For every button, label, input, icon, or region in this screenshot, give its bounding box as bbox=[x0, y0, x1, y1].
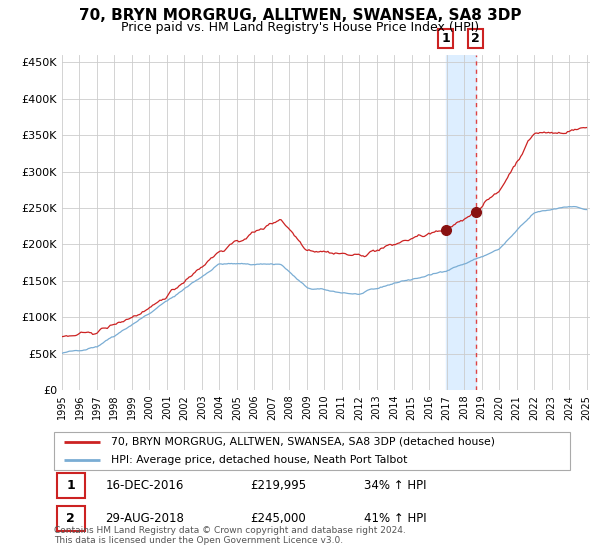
Text: 1: 1 bbox=[442, 32, 451, 45]
FancyBboxPatch shape bbox=[54, 432, 570, 470]
Text: 70, BRYN MORGRUG, ALLTWEN, SWANSEA, SA8 3DP (detached house): 70, BRYN MORGRUG, ALLTWEN, SWANSEA, SA8 … bbox=[111, 437, 495, 447]
Text: 29-AUG-2018: 29-AUG-2018 bbox=[106, 512, 184, 525]
Text: £245,000: £245,000 bbox=[250, 512, 306, 525]
FancyBboxPatch shape bbox=[56, 473, 85, 498]
Text: Price paid vs. HM Land Registry's House Price Index (HPI): Price paid vs. HM Land Registry's House … bbox=[121, 21, 479, 34]
Text: 1: 1 bbox=[67, 479, 75, 492]
Text: 34% ↑ HPI: 34% ↑ HPI bbox=[364, 479, 426, 492]
Text: 70, BRYN MORGRUG, ALLTWEN, SWANSEA, SA8 3DP: 70, BRYN MORGRUG, ALLTWEN, SWANSEA, SA8 … bbox=[79, 8, 521, 24]
Text: 2: 2 bbox=[471, 32, 480, 45]
Text: 16-DEC-2016: 16-DEC-2016 bbox=[106, 479, 184, 492]
Text: 41% ↑ HPI: 41% ↑ HPI bbox=[364, 512, 426, 525]
FancyBboxPatch shape bbox=[56, 506, 85, 531]
Text: £219,995: £219,995 bbox=[250, 479, 306, 492]
Text: HPI: Average price, detached house, Neath Port Talbot: HPI: Average price, detached house, Neat… bbox=[111, 455, 407, 465]
Text: Contains HM Land Registry data © Crown copyright and database right 2024.
This d: Contains HM Land Registry data © Crown c… bbox=[54, 526, 406, 545]
Text: 2: 2 bbox=[67, 512, 75, 525]
Bar bbox=[446, 55, 476, 390]
